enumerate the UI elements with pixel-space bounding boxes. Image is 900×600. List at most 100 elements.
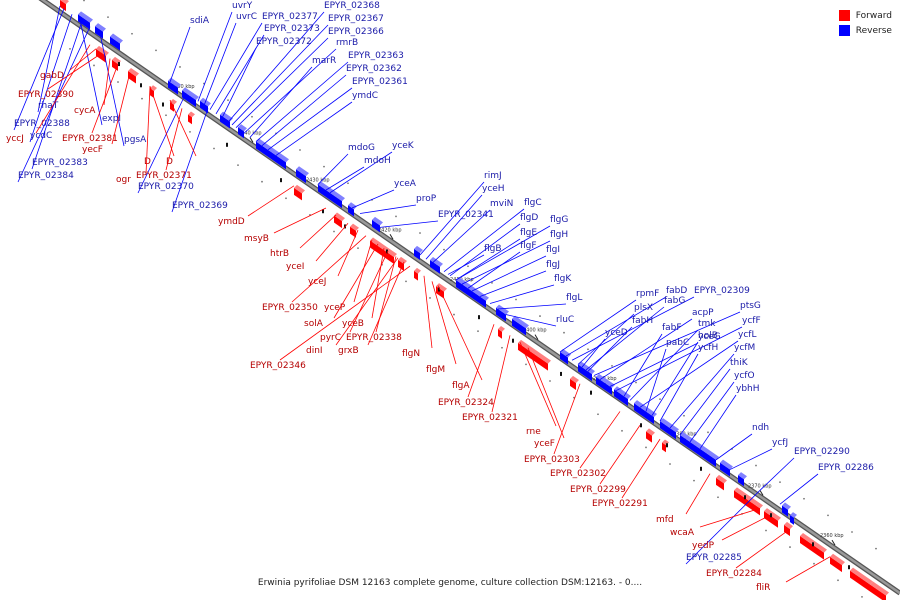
forward-gene-face bbox=[350, 226, 356, 238]
reverse-gene bbox=[720, 459, 733, 477]
reverse-gene-label-leader bbox=[79, 19, 103, 126]
reverse-gene bbox=[95, 23, 106, 39]
forward-gene-label-leader bbox=[279, 265, 411, 361]
forward-gene-label-leader bbox=[335, 257, 399, 346]
forward-gene-label-leader bbox=[91, 63, 119, 134]
forward-gene-top bbox=[570, 375, 579, 383]
reverse-gene-top bbox=[110, 33, 123, 44]
strand-marker bbox=[386, 249, 388, 254]
reverse-gene-label: flgD bbox=[520, 213, 538, 223]
forward-gene-label: yccJ bbox=[6, 134, 24, 144]
forward-gene-top bbox=[414, 267, 421, 274]
forward-gene-label: EPYR_02291 bbox=[592, 499, 648, 509]
reverse-gene-label: ycdC bbox=[30, 131, 52, 141]
reverse-gene-label-leader bbox=[729, 448, 773, 470]
reverse-gene-label: ycfF bbox=[742, 316, 761, 326]
forward-gene-top bbox=[60, 0, 69, 5]
forward-gene-label: ymdD bbox=[218, 217, 245, 227]
forward-gene-label: EPYR_02381 bbox=[62, 134, 118, 144]
forward-gene-label-leader bbox=[621, 438, 661, 499]
reverse-gene-top bbox=[560, 348, 571, 358]
track-dot bbox=[347, 182, 349, 185]
forward-gene-label-leader bbox=[333, 243, 379, 319]
track-dot bbox=[587, 348, 589, 351]
reverse-gene-label-leader bbox=[505, 314, 557, 327]
scale-tick-label: 2430 kbp bbox=[306, 177, 330, 183]
reverse-gene-label: EPYR_02377 bbox=[262, 12, 318, 22]
forward-gene-label: grxB bbox=[338, 346, 359, 356]
reverse-gene-face bbox=[372, 219, 380, 233]
strand-marker bbox=[478, 315, 480, 320]
reverse-gene-top bbox=[220, 111, 233, 122]
reverse-gene-label: ptsG bbox=[740, 301, 761, 311]
forward-gene-label-leader bbox=[527, 347, 565, 439]
forward-gene-face bbox=[518, 342, 548, 371]
reverse-gene-label-leader bbox=[467, 251, 521, 289]
reverse-gene-label-leader bbox=[29, 14, 73, 143]
track-dot bbox=[141, 97, 143, 100]
forward-gene bbox=[436, 283, 447, 299]
track-dot bbox=[117, 81, 119, 83]
forward-gene-top bbox=[96, 45, 109, 56]
reverse-gene bbox=[414, 245, 423, 261]
reverse-gene-label: EPYR_02290 bbox=[794, 447, 850, 457]
forward-gene bbox=[498, 326, 505, 339]
forward-gene-top bbox=[350, 223, 359, 231]
forward-gene-face bbox=[764, 511, 778, 528]
forward-gene-label: yceP bbox=[324, 303, 346, 313]
track-dot bbox=[93, 64, 95, 67]
forward-gene-label-leader bbox=[103, 58, 111, 106]
reverse-gene-face bbox=[168, 80, 178, 95]
forward-gene-label-leader bbox=[553, 383, 581, 455]
reverse-gene-top bbox=[790, 512, 797, 518]
forward-gene-label: yceB bbox=[342, 319, 364, 329]
forward-gene-label: EPYR_02371 bbox=[136, 171, 192, 181]
strand-marker bbox=[848, 565, 850, 570]
forward-gene-top bbox=[716, 474, 727, 484]
forward-swatch bbox=[838, 10, 850, 21]
strand-marker bbox=[438, 287, 440, 292]
track-dot bbox=[851, 531, 853, 533]
reverse-gene bbox=[296, 166, 309, 184]
track-dot bbox=[107, 16, 109, 19]
reverse-gene-label: EPYR_02341 bbox=[438, 210, 494, 220]
forward-gene-face bbox=[870, 584, 886, 600]
forward-gene-face bbox=[414, 270, 418, 281]
track-dot bbox=[213, 147, 215, 150]
track-dot bbox=[539, 315, 541, 317]
forward-gene-face bbox=[334, 215, 342, 229]
forward-gene-face bbox=[398, 259, 404, 271]
track-dot bbox=[405, 280, 407, 283]
reverse-gene-label: flgC bbox=[524, 198, 542, 208]
reverse-gene-label: pgsA bbox=[124, 135, 147, 145]
forward-gene bbox=[646, 428, 655, 443]
reverse-gene-label-leader bbox=[669, 353, 735, 429]
reverse-gene-label: rimJ bbox=[484, 171, 502, 181]
forward-gene-face bbox=[96, 48, 106, 63]
reverse-gene-label-leader bbox=[645, 348, 667, 412]
forward-gene-top bbox=[370, 237, 397, 258]
reverse-gene-face bbox=[512, 318, 526, 336]
reverse-gene-top bbox=[700, 445, 719, 460]
reverse-gene-label: flgG bbox=[550, 215, 568, 225]
reverse-gene-top bbox=[182, 87, 199, 101]
forward-gene bbox=[96, 45, 109, 63]
forward-gene-top bbox=[188, 111, 195, 118]
strand-marker bbox=[226, 142, 228, 147]
track-dot bbox=[563, 331, 565, 334]
reverse-gene-label-leader bbox=[171, 108, 209, 213]
track-dot bbox=[333, 230, 335, 233]
reverse-gene-label: fabD bbox=[666, 286, 687, 296]
reverse-gene-face bbox=[700, 448, 716, 467]
reverse-gene-label: expI bbox=[102, 114, 121, 124]
reverse-gene-label: rpmF bbox=[636, 289, 659, 299]
reverse-gene-label-leader bbox=[31, 21, 83, 170]
forward-gene-label: wcaA bbox=[670, 528, 695, 538]
reverse-gene-face bbox=[720, 462, 730, 477]
reverse-gene-label-leader bbox=[471, 255, 547, 292]
reverse-gene-label: EPYR_02369 bbox=[172, 201, 228, 211]
forward-gene bbox=[170, 99, 177, 112]
reverse-gene-label: holB bbox=[698, 331, 718, 341]
track-dot bbox=[597, 413, 599, 416]
scale-tick-label: 2450 kbp bbox=[171, 84, 195, 90]
